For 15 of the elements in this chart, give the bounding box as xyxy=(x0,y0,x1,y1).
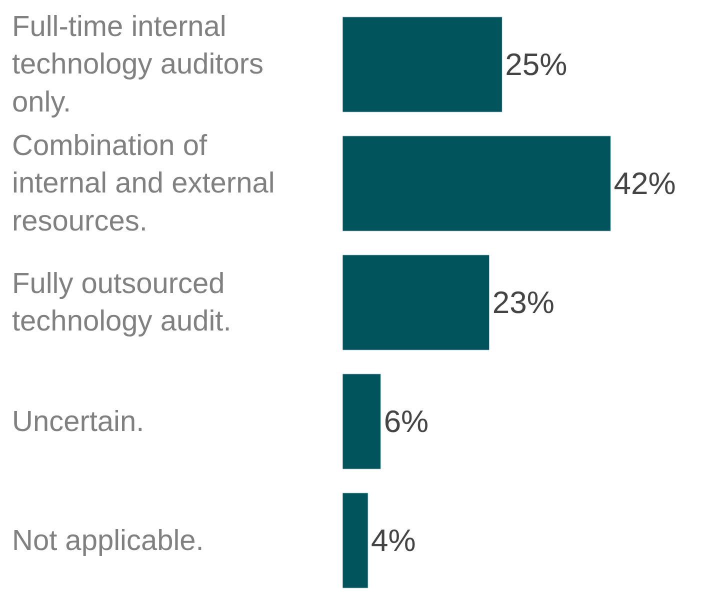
data-label: 25% xyxy=(505,47,568,82)
bar xyxy=(342,254,490,350)
y-tick-label: Uncertain. xyxy=(12,406,144,438)
y-tick-label: Not applicable. xyxy=(12,525,204,557)
data-label: 4% xyxy=(371,523,416,558)
y-tick-label: Full-time internal technology auditors only. xyxy=(12,11,264,118)
data-label: 23% xyxy=(492,285,554,320)
bar xyxy=(342,492,368,588)
bar xyxy=(342,136,611,232)
data-label: 6% xyxy=(384,404,429,439)
data-label: 42% xyxy=(614,166,676,201)
y-tick-label: Fully outsourced technology audit. xyxy=(12,268,232,338)
y-tick-label: Combination of internal and external resources. xyxy=(12,130,275,238)
bar xyxy=(342,16,502,112)
bar xyxy=(342,374,382,470)
